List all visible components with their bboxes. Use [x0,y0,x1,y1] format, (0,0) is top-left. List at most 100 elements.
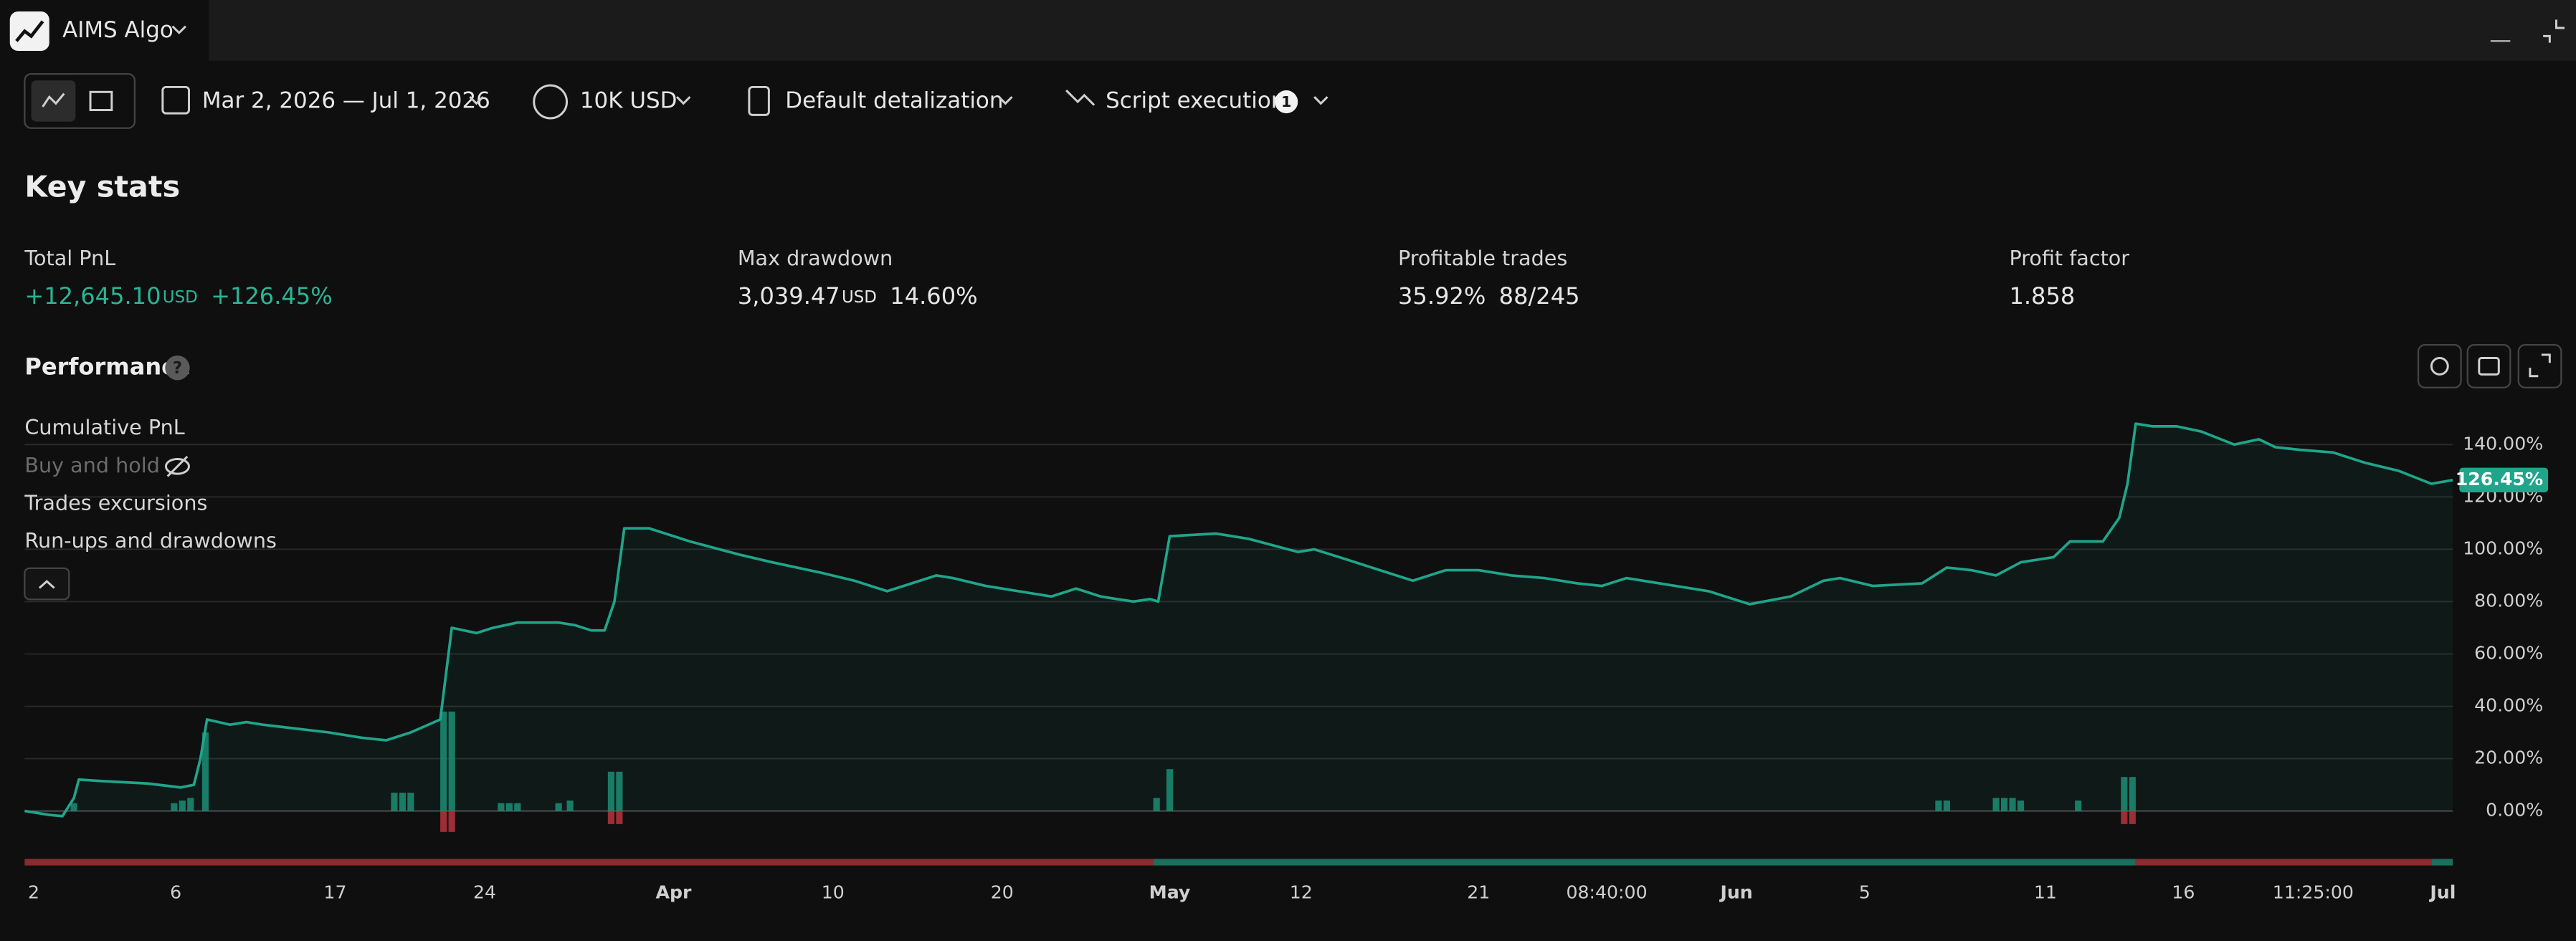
bar [1153,798,1160,811]
screenshot-button[interactable] [2466,344,2511,388]
x-tick-label: 6 [170,882,181,903]
y-tick-label: 60.00% [2474,642,2543,663]
detalization-icon [748,85,770,116]
extra: 14.60% [890,282,977,310]
view-toggle[interactable] [24,72,136,129]
stats: Total PnL +12,645.10 USD +126.45% Max draw… [24,246,2129,310]
extra: +126.45% [211,282,333,310]
extra: 88/245 [1499,282,1580,310]
bar [448,811,455,832]
legend-item[interactable]: Buy and hold [24,453,160,477]
detalization[interactable]: Default detalization [785,88,1003,114]
bar [616,771,623,811]
calendar-icon [161,85,191,115]
help-icon[interactable] [165,355,190,381]
strip [24,859,1154,866]
bar [566,801,574,811]
chevron [39,580,55,589]
table-icon[interactable] [89,90,113,112]
section-title: Key stats [24,170,180,204]
x-tick-label: 21 [1467,882,1490,903]
stat-label: Max drawdown [738,246,893,270]
section-title: Performance [24,353,191,380]
restore[interactable] [2543,34,2551,43]
app-name[interactable]: AIMS Algo [62,17,174,43]
bar [2075,801,2082,811]
currency-icon [533,84,569,120]
x-tick-label: 16 [2172,882,2195,903]
fullscreen-button[interactable] [2517,344,2562,388]
bar [407,793,414,811]
bar [1166,769,1174,811]
last-value-label: 126.45% [2456,469,2543,489]
expand-icon [2529,368,2539,378]
bar [201,732,209,811]
value: 35.92% [1398,282,1486,310]
bar [2000,798,2008,811]
help-glyph: ? [173,359,182,378]
bar [2121,811,2128,824]
bar [616,811,623,824]
legend-item[interactable]: Trades excursions [24,490,207,515]
bar [448,711,455,811]
stat-label: Profitable trades [1398,246,1567,270]
stat-value: 3,039.47 USD 14.60% [738,282,978,310]
bar [505,803,513,811]
badge [1275,90,1298,114]
hidden-icon[interactable] [164,457,191,475]
chevron[interactable] [171,25,186,34]
x-tick-label: 17 [323,882,346,903]
x-tick-label: Jun [1719,882,1752,903]
x-tick-label: 2 [28,882,39,903]
legend-item[interactable]: Cumulative PnL [24,415,184,439]
bar [2009,798,2016,811]
x-tick-label: Jul [2428,882,2456,903]
bar [399,793,406,811]
x-tick-label: 08:40:00 [1566,882,1647,903]
x-tick-label: 24 [473,882,496,903]
restore[interactable] [2555,19,2565,29]
script-execution[interactable]: Script execution [1106,88,1285,114]
strip [2135,859,2432,866]
bar [2129,811,2136,824]
y-tick-label: 0.00% [2486,800,2543,821]
strip [1153,859,2136,866]
camera-icon [2478,357,2500,376]
unit: USD [163,287,198,306]
bar [2129,777,2136,811]
stat-value: 1.858 [2009,282,2075,310]
x-tick-label: 11:25:00 [2273,882,2354,903]
date-range[interactable]: Mar 2, 2026 — Jul 1, 2026 [202,88,490,114]
collapse-button[interactable] [24,567,70,601]
x-tick-label: 12 [1290,882,1313,903]
chevron[interactable] [998,96,1013,105]
trade-strip [24,859,2453,866]
capital[interactable]: 10K USD [580,88,678,114]
bar [187,798,194,811]
line [24,422,2453,818]
y-tick-label: 100.00% [2463,538,2543,558]
y-tick-label: 140.00% [2463,433,2543,454]
settings-button[interactable] [2417,344,2462,388]
chevron[interactable] [469,96,484,105]
x-tick-label: 11 [2034,882,2057,903]
chart-icon [42,92,65,108]
app-logo [9,11,49,52]
bar [440,711,447,811]
settings-icon [2430,357,2449,376]
chevron[interactable] [676,96,691,105]
bar [179,801,186,811]
bar [440,811,447,832]
legend-item[interactable]: Run-ups and drawdowns [24,528,277,553]
chevron[interactable] [1313,96,1329,105]
stat-label: Profit factor [2009,246,2129,270]
bar [1935,801,1942,811]
bar [555,803,562,811]
unit: USD [842,287,877,306]
bar [607,811,615,824]
stat-label: Total PnL [24,246,115,270]
y-tick-label: 40.00% [2474,695,2543,716]
bar [1992,798,2000,811]
